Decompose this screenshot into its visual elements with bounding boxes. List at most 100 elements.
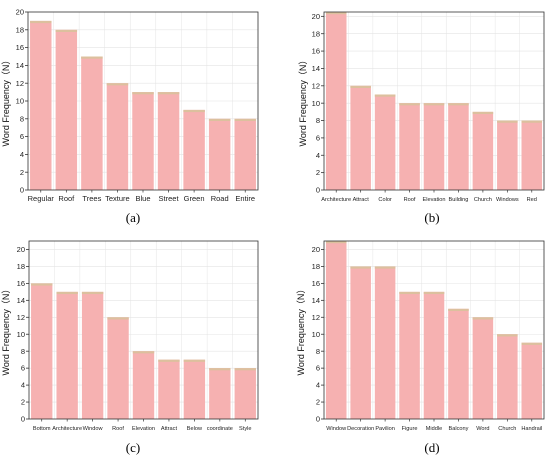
- x-tick-label: Bottom: [33, 426, 51, 432]
- bar: [399, 291, 420, 419]
- bar: [350, 266, 371, 419]
- bar: [472, 111, 494, 190]
- y-tick-label: 14: [312, 296, 320, 305]
- bar: [448, 308, 469, 419]
- y-tick-label: 20: [16, 8, 24, 17]
- x-tick-label: Road: [211, 194, 229, 203]
- bar: [158, 359, 180, 419]
- x-tick-label: Building: [448, 197, 468, 203]
- y-tick-label: 10: [17, 330, 25, 339]
- x-tick-label: Balcony: [448, 426, 468, 432]
- y-tick-label: 18: [312, 262, 320, 271]
- y-tick-label: 4: [316, 381, 320, 390]
- bar-cap: [183, 359, 206, 362]
- chart-panel-1: 0 2 4 6 8 10 12 14 16 18 20 Regular Roof Trees Texture…: [1, 8, 259, 225]
- x-tick-label: Middle: [426, 426, 442, 432]
- bar-cap: [472, 111, 494, 115]
- bar: [325, 241, 347, 419]
- axis-frame: [28, 240, 259, 420]
- x-tick-label: Below: [187, 426, 203, 432]
- y-axis-title: Word Frequency（N）: [1, 285, 11, 376]
- bar: [81, 56, 103, 190]
- bar: [208, 118, 231, 190]
- bar: [423, 103, 445, 190]
- bar: [234, 118, 256, 190]
- y-tick-label: 10: [16, 97, 24, 106]
- bar-cap: [208, 118, 231, 121]
- y-tick-label: 0: [316, 186, 320, 195]
- y-axis-title: Word Frequency（N）: [298, 56, 308, 147]
- chart-panel-3: 0 2 4 6 8 10 12 14 16 18 20 Bottom Architecture Windo…: [1, 240, 259, 455]
- y-tick-label: 6: [316, 364, 320, 373]
- y-tick-label: 2: [316, 398, 320, 407]
- bar-cap: [157, 92, 180, 95]
- x-tick-label: Figure: [402, 426, 418, 432]
- bar-cap: [521, 342, 543, 345]
- bar-cap: [107, 317, 129, 320]
- y-tick-label: 0: [20, 186, 24, 195]
- bar-cap: [183, 109, 205, 113]
- x-tick-label: coordinate: [207, 426, 233, 432]
- bar-cap: [399, 291, 420, 295]
- panel-label: (a): [126, 210, 140, 225]
- x-tick-label: Roof: [404, 197, 416, 203]
- bar: [30, 20, 52, 191]
- bar-cap: [423, 291, 445, 295]
- y-tick-label: 12: [312, 313, 320, 322]
- y-tick-label: 6: [21, 364, 25, 373]
- y-tick-label: 14: [16, 61, 24, 70]
- bar: [132, 351, 155, 419]
- bar: [81, 291, 104, 419]
- y-tick-label: 8: [316, 347, 320, 356]
- x-tick-label: Handrail: [521, 426, 542, 432]
- panel-label: (d): [424, 440, 439, 455]
- bar-cap: [132, 92, 154, 95]
- y-tick-label: 20: [312, 12, 320, 21]
- axis-frame: [27, 11, 259, 191]
- axis-frame: [323, 11, 545, 191]
- x-tick-label: Decoration: [347, 426, 374, 432]
- y-tick-label: 4: [316, 151, 320, 160]
- y-tick-label: 8: [20, 114, 24, 123]
- bar-cap: [106, 83, 129, 86]
- y-tick-label: 10: [312, 99, 320, 108]
- y-tick-label: 18: [312, 29, 320, 38]
- y-tick-label: 4: [21, 381, 25, 390]
- x-tick-label: Blue: [135, 194, 150, 203]
- x-tick-label: Roof: [112, 426, 124, 432]
- panel-label: (b): [424, 210, 439, 225]
- bar: [521, 120, 543, 190]
- bar: [55, 29, 78, 190]
- bar: [31, 283, 53, 419]
- bar-cap: [325, 12, 347, 15]
- bar: [497, 334, 518, 419]
- bar-cap: [448, 103, 469, 106]
- y-tick-label: 16: [17, 279, 25, 288]
- bar-cap: [374, 94, 396, 97]
- x-tick-label: Word: [476, 426, 489, 432]
- bar: [374, 266, 396, 419]
- bar-cap: [448, 308, 469, 312]
- bar-cap: [374, 266, 396, 269]
- chart-panel-4: 0 2 4 6 8 10 12 14 16 18 20 Window Decoration Pavilio…: [296, 240, 545, 455]
- bar: [234, 368, 256, 419]
- x-tick-label: Pavilion: [375, 426, 395, 432]
- chart-panel-2: 0 2 4 6 8 10 12 14 16 18 20 Architecture Attract Colo…: [298, 11, 545, 225]
- bar: [399, 103, 420, 190]
- x-tick-label: Red: [527, 197, 537, 203]
- bar-cap: [30, 20, 52, 24]
- bar-cap: [350, 85, 371, 89]
- x-tick-label: Attract: [353, 197, 370, 203]
- bar-cap: [31, 283, 53, 286]
- bar: [157, 92, 180, 190]
- bar-cap: [497, 120, 518, 123]
- x-tick-label: Windows: [496, 197, 519, 203]
- y-tick-label: 16: [16, 43, 24, 52]
- y-tick-label: 16: [312, 47, 320, 56]
- bar: [521, 342, 543, 419]
- bar-cap: [472, 317, 494, 320]
- y-axis-title: Word Frequency（N）: [1, 56, 11, 147]
- bar-cap: [423, 103, 445, 106]
- y-tick-label: 0: [316, 415, 320, 424]
